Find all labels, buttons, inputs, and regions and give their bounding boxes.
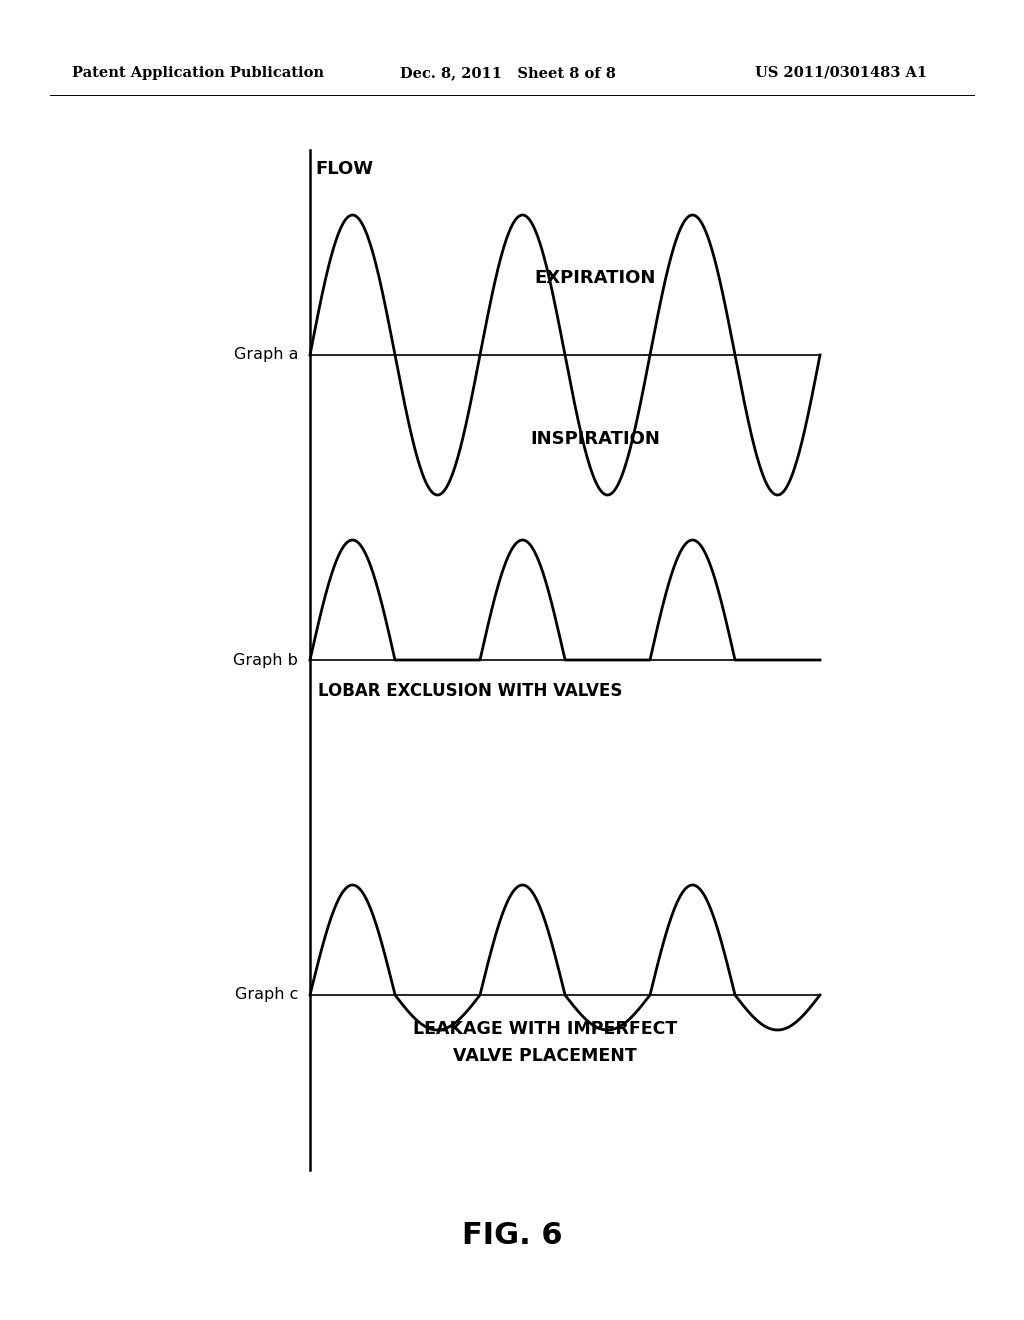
Text: Patent Application Publication: Patent Application Publication [72,66,324,81]
Text: Graph c: Graph c [234,987,298,1002]
Text: US 2011/0301483 A1: US 2011/0301483 A1 [755,66,927,81]
Text: VALVE PLACEMENT: VALVE PLACEMENT [454,1047,637,1065]
Text: Graph b: Graph b [233,652,298,668]
Text: EXPIRATION: EXPIRATION [535,269,655,286]
Text: Dec. 8, 2011   Sheet 8 of 8: Dec. 8, 2011 Sheet 8 of 8 [400,66,615,81]
Text: LEAKAGE WITH IMPERFECT: LEAKAGE WITH IMPERFECT [413,1020,677,1038]
Text: INSPIRATION: INSPIRATION [530,430,659,447]
Text: LOBAR EXCLUSION WITH VALVES: LOBAR EXCLUSION WITH VALVES [318,682,623,700]
Text: Graph a: Graph a [233,347,298,363]
Text: FLOW: FLOW [315,160,373,178]
Text: FIG. 6: FIG. 6 [462,1221,562,1250]
